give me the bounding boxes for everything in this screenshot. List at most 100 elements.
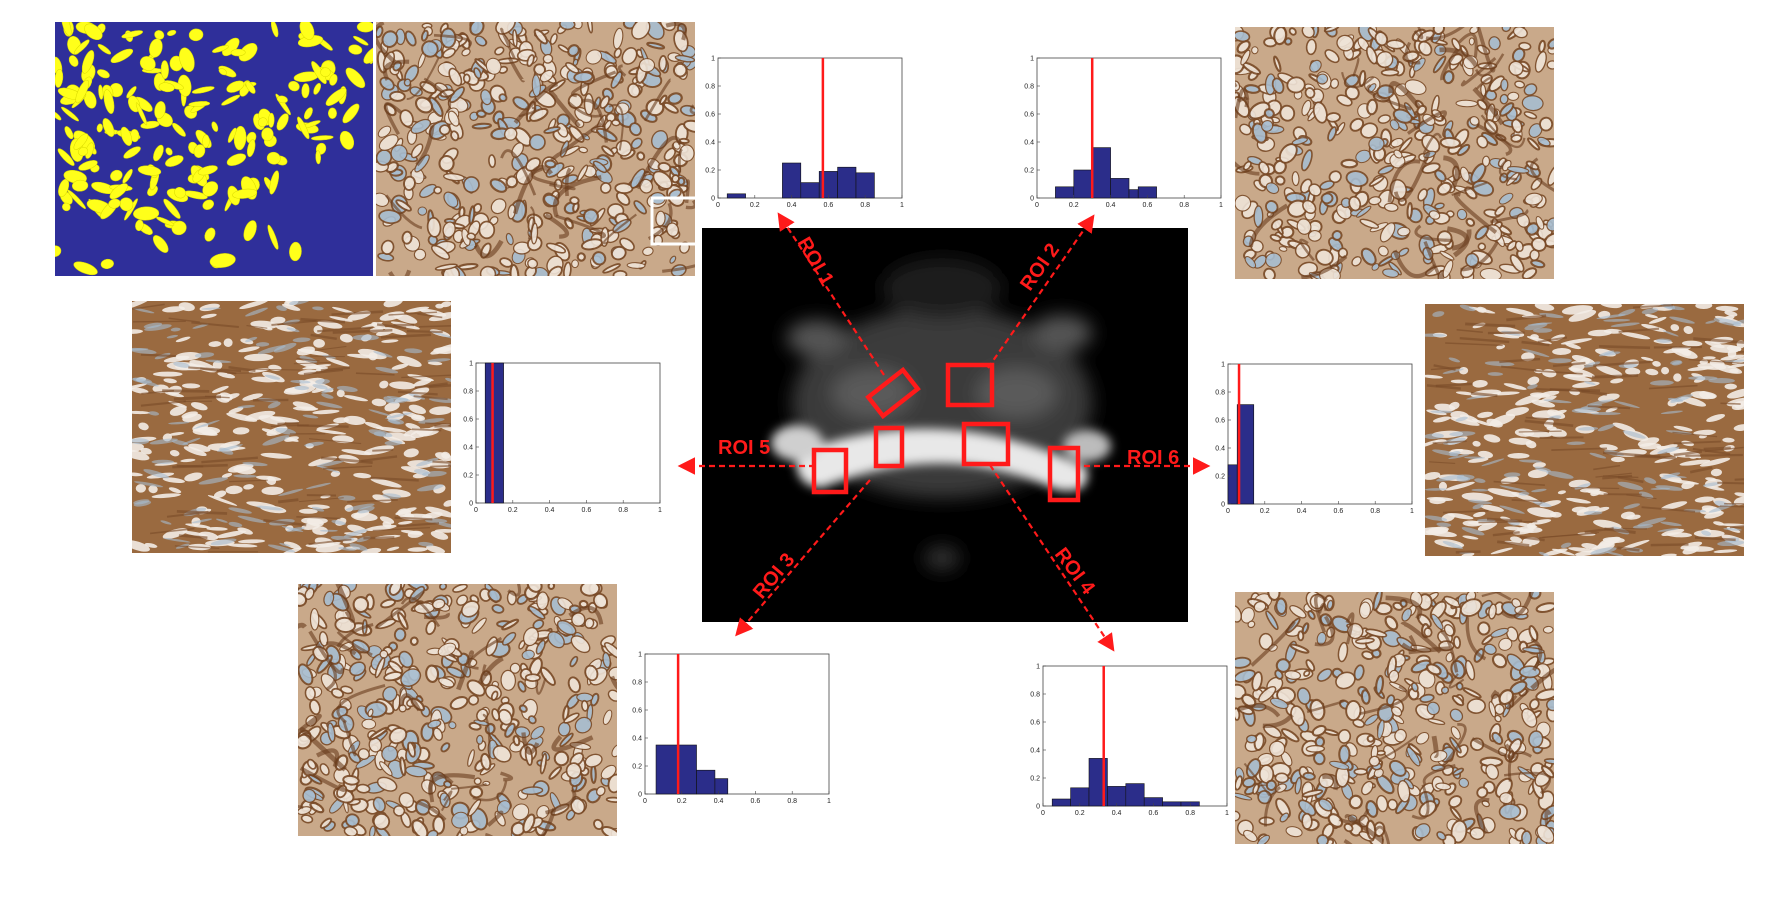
x-tick-label: 0.4 [1106, 202, 1116, 209]
x-tick-label: 0.8 [1185, 810, 1195, 817]
histogram-bar [1125, 783, 1145, 807]
x-tick-label: 0.2 [1075, 810, 1085, 817]
roi3-box [873, 425, 905, 469]
plot-frame [1036, 57, 1222, 199]
histogram-bar [1236, 404, 1255, 505]
histogram-roi6: 0 0.2 0.4 0.6 0.8 1 0 0.2 0.4 0.6 0.8 1 [1215, 358, 1416, 520]
x-tick-label: 0.2 [1069, 202, 1079, 209]
x-tick-label: 0 [716, 202, 720, 209]
x-tick-label: 0.8 [860, 202, 870, 209]
histogram-bar [714, 778, 729, 795]
histology-roi6-image [1425, 304, 1744, 556]
arrow-roi4 [989, 464, 1115, 652]
y-tick-label: 0.6 [632, 708, 642, 715]
y-tick-label: 0 [638, 792, 642, 799]
y-tick-label: 0.2 [463, 473, 473, 480]
x-tick-label: 0 [1035, 202, 1039, 209]
y-tick-label: 0.6 [1030, 720, 1040, 727]
arrow-roi2 [987, 214, 1095, 369]
x-tick-label: 0.2 [677, 798, 687, 805]
x-tick-label: 0.4 [1297, 508, 1307, 515]
arrow-roi1 [777, 212, 885, 376]
y-tick-label: 0.8 [1030, 692, 1040, 699]
histology-roi5-image [132, 301, 451, 553]
x-tick-label: 0.2 [750, 202, 760, 209]
histogram-roi2: 0 0.2 0.4 0.6 0.8 1 0 0.2 0.4 0.6 0.8 1 [1024, 52, 1225, 214]
mask-gland-regions [55, 22, 373, 276]
roi6-label: ROI 6 [1127, 447, 1179, 469]
y-tick-label: 0.6 [705, 112, 715, 119]
x-tick-label: 0.8 [1179, 202, 1189, 209]
x-tick-label: 0 [1226, 508, 1230, 515]
x-tick-label: 1 [1225, 810, 1229, 817]
x-tick-label: 1 [1410, 508, 1414, 515]
plot-frame [1227, 363, 1413, 505]
y-tick-label: 0.4 [1024, 140, 1034, 147]
histogram-roi5: 0 0.2 0.4 0.6 0.8 1 0 0.2 0.4 0.6 0.8 1 [463, 357, 664, 519]
y-tick-label: 1 [469, 361, 473, 368]
y-tick-label: 0.2 [705, 168, 715, 175]
y-tick-label: 0.4 [463, 445, 473, 452]
y-tick-label: 1 [1036, 664, 1040, 671]
x-tick-label: 0 [474, 507, 478, 514]
roi1-label: ROI 1 [793, 234, 838, 290]
y-tick-label: 0.6 [1215, 418, 1225, 425]
y-tick-label: 0 [1221, 502, 1225, 509]
histogram-bar [1110, 178, 1130, 199]
roi3-label: ROI 3 [749, 549, 799, 603]
y-tick-label: 0.8 [632, 680, 642, 687]
roi4-box [961, 421, 1011, 467]
y-tick-label: 1 [638, 652, 642, 659]
x-tick-label: 0 [1041, 810, 1045, 817]
x-tick-label: 0.6 [582, 507, 592, 514]
histogram-bar [484, 362, 504, 504]
roi2-box [945, 362, 995, 408]
y-tick-label: 0.4 [705, 140, 715, 147]
histogram-roi1: 0 0.2 0.4 0.6 0.8 1 0 0.2 0.4 0.6 0.8 1 [705, 52, 906, 214]
x-tick-label: 0.4 [714, 798, 724, 805]
roi6-box [1047, 445, 1081, 503]
x-tick-label: 0.2 [1260, 508, 1270, 515]
x-tick-label: 0 [643, 798, 647, 805]
x-tick-label: 0.2 [508, 507, 518, 514]
x-tick-label: 0.8 [1370, 508, 1380, 515]
x-tick-label: 0.6 [1143, 202, 1153, 209]
y-tick-label: 0.4 [1215, 446, 1225, 453]
histology-roi1-image [376, 22, 695, 276]
plot-frame [1042, 665, 1228, 807]
y-tick-label: 0.6 [463, 417, 473, 424]
roi1-box [865, 366, 921, 420]
x-tick-label: 0.6 [824, 202, 834, 209]
histogram-roi3: 0 0.2 0.4 0.6 0.8 1 0 0.2 0.4 0.6 0.8 1 [632, 648, 833, 810]
y-tick-label: 0.8 [1215, 390, 1225, 397]
histogram-roi4: 0 0.2 0.4 0.6 0.8 1 0 0.2 0.4 0.6 0.8 1 [1030, 660, 1231, 822]
y-tick-label: 0.2 [1030, 776, 1040, 783]
x-tick-label: 1 [827, 798, 831, 805]
roi5-box [811, 447, 849, 495]
y-tick-label: 0.8 [1024, 84, 1034, 91]
x-tick-label: 0.6 [751, 798, 761, 805]
roi5-label: ROI 5 [718, 437, 770, 459]
y-tick-label: 0 [711, 196, 715, 203]
y-tick-label: 0 [1030, 196, 1034, 203]
y-tick-label: 0 [469, 501, 473, 508]
histology-roi4-image [1235, 592, 1554, 844]
inset-box [650, 196, 695, 246]
y-tick-label: 1 [1221, 362, 1225, 369]
x-tick-label: 0.6 [1149, 810, 1159, 817]
x-tick-label: 0.8 [787, 798, 797, 805]
x-tick-label: 0.6 [1334, 508, 1344, 515]
x-tick-label: 1 [1219, 202, 1223, 209]
arrow-roi3 [735, 479, 871, 637]
x-tick-label: 0.4 [787, 202, 797, 209]
x-tick-label: 0.4 [1112, 810, 1122, 817]
x-tick-label: 1 [658, 507, 662, 514]
y-tick-label: 1 [711, 56, 715, 63]
y-tick-label: 0.8 [705, 84, 715, 91]
x-tick-label: 0.8 [618, 507, 628, 514]
y-tick-label: 0.6 [1024, 112, 1034, 119]
histogram-bar [726, 193, 746, 199]
histology-roi3-image [298, 584, 617, 836]
x-tick-label: 1 [900, 202, 904, 209]
